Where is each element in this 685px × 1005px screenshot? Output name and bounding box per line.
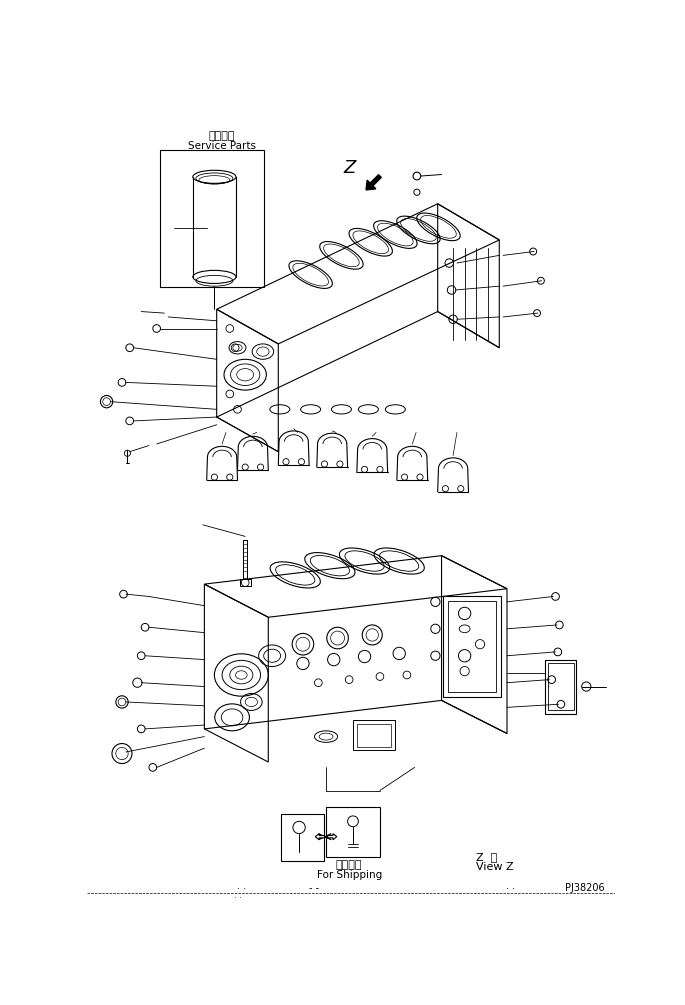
Bar	[443, 596, 501, 696]
Text: . .: . .	[234, 890, 241, 899]
FancyArrow shape	[327, 833, 337, 840]
Bar	[160, 150, 264, 286]
Text: - -: - -	[310, 883, 319, 892]
Bar	[548, 662, 574, 711]
Text: View Z: View Z	[476, 862, 514, 872]
Bar	[282, 814, 324, 861]
Text: 補給専用: 補給専用	[209, 132, 236, 142]
Text: Z  視: Z 視	[476, 852, 497, 862]
Bar	[357, 724, 392, 747]
Bar	[240, 579, 251, 587]
FancyArrow shape	[315, 833, 325, 840]
Bar	[448, 601, 496, 691]
Text: PJ38206: PJ38206	[565, 883, 605, 892]
Text: . .: . .	[237, 881, 246, 891]
Bar	[545, 659, 576, 714]
Text: . .: . .	[506, 881, 515, 891]
Text: 運携部品: 運携部品	[336, 860, 362, 869]
Text: Z: Z	[343, 160, 356, 177]
Bar	[326, 807, 380, 857]
Bar	[353, 720, 395, 751]
Text: Service Parts: Service Parts	[188, 141, 256, 151]
FancyArrow shape	[366, 175, 382, 190]
Text: For Shipping: For Shipping	[316, 869, 382, 879]
